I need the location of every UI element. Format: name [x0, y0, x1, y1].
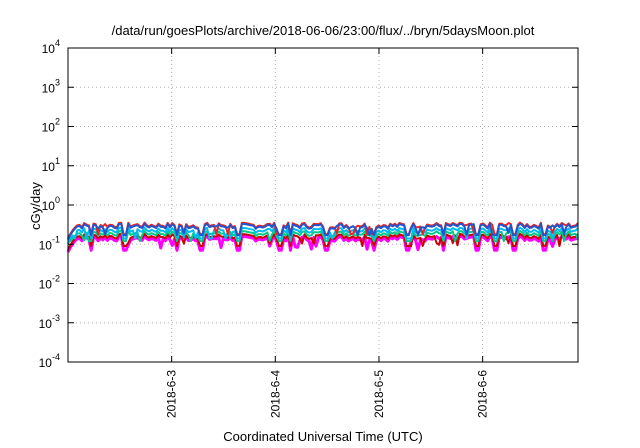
- x-tick-label: 2018-6-5: [372, 370, 386, 418]
- series-line: [67, 226, 579, 245]
- y-axis: 10-4 10-3 10-2 10-1 100 101 102 103 104: [39, 38, 578, 370]
- y-tick-label: 10-3: [39, 313, 60, 331]
- y-tick-label: 10-4: [39, 352, 60, 370]
- y-axis-label: cGy/day: [28, 182, 43, 230]
- x-axis-label: Coordinated Universal Time (UTC): [223, 429, 422, 444]
- chart-title: /data/run/goesPlots/archive/2018-06-06/2…: [112, 23, 535, 38]
- series-group: [66, 221, 580, 253]
- x-tick-label: 2018-6-4: [268, 370, 282, 418]
- y-tick-label: 10-1: [39, 234, 60, 252]
- x-tick-label: 2018-6-3: [165, 370, 179, 418]
- x-tick-label: 2018-6-6: [476, 370, 490, 418]
- y-tick-label: 103: [42, 77, 60, 95]
- y-tick-label: 101: [42, 156, 60, 174]
- series-line: [67, 222, 579, 241]
- x-axis: 2018-6-3 2018-6-4 2018-6-5 2018-6-6: [165, 48, 490, 418]
- y-tick-label: 10-2: [39, 274, 60, 292]
- y-tick-label: 102: [42, 117, 60, 135]
- y-tick-label: 100: [42, 195, 60, 213]
- y-tick-label: 104: [42, 38, 60, 56]
- grid: [68, 48, 578, 362]
